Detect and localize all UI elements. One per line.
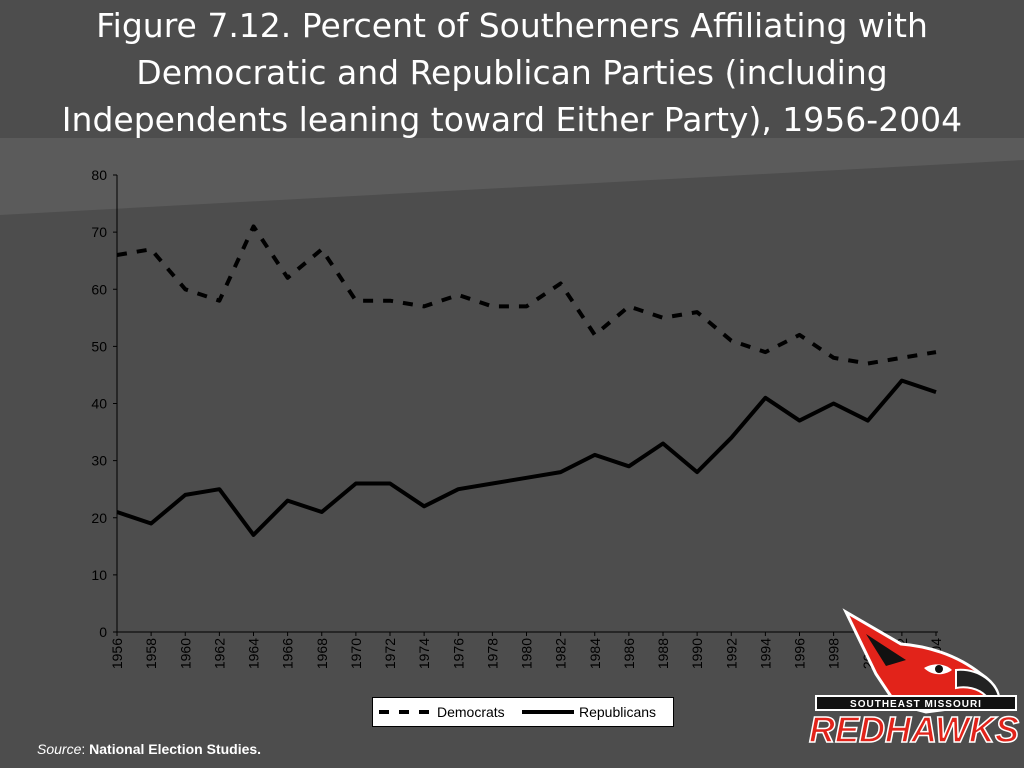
source-text: National Election Studies. [89, 741, 262, 757]
x-tick-label: 1960 [177, 638, 193, 669]
x-tick-label: 1978 [484, 638, 500, 669]
x-tick-label: 1972 [382, 638, 398, 669]
x-tick-label: 1956 [109, 638, 125, 669]
x-tick-label: 1958 [143, 638, 159, 669]
series-line-democrats [116, 224, 937, 366]
series-lines [116, 224, 937, 537]
source-label: Source [37, 741, 82, 757]
x-tick-label: 1966 [280, 638, 296, 669]
y-tick-label: 70 [91, 224, 107, 240]
source-note: Source: National Election Studies. [37, 741, 261, 757]
y-tick-label: 40 [91, 396, 107, 412]
page-title: Figure 7.12. Percent of Southerners Affi… [0, 2, 1024, 143]
chart-legend: Democrats Republicans [372, 697, 674, 727]
x-tick-label: 1990 [689, 638, 705, 669]
source-separator: : [81, 741, 90, 757]
logo-top-text: SOUTHEAST MISSOURI [850, 699, 982, 710]
y-tick-label: 20 [91, 510, 107, 526]
x-tick-label: 1970 [348, 638, 364, 669]
logo-main-text: REDHAWKS [809, 709, 1019, 750]
x-tick-label: 1992 [723, 638, 739, 669]
x-tick-label: 1998 [826, 638, 842, 669]
x-tick-label: 1968 [314, 638, 330, 669]
hawk-feather-shape [866, 634, 906, 666]
legend-republicans-label: Republicans [579, 704, 657, 720]
x-tick-label: 1982 [553, 638, 569, 669]
x-tick-label: 1994 [757, 638, 773, 669]
logo-banner [815, 695, 1017, 711]
x-tick-label: 1974 [416, 638, 432, 669]
title-line-3: Independents leaning toward Either Party… [61, 100, 963, 139]
x-tick-label: 1980 [519, 638, 535, 669]
y-tick-label: 30 [91, 453, 107, 469]
y-tick-label: 0 [99, 624, 107, 640]
y-axis-ticks: 0 10 20 30 40 50 60 70 80 [91, 167, 117, 640]
x-tick-label: 1964 [246, 638, 262, 669]
line-chart: 0 10 20 30 40 50 60 70 80 1956 1958 1960 1962 1964 19… [91, 167, 944, 669]
legend-democrats-label: Democrats [437, 704, 505, 720]
y-tick-label: 50 [91, 338, 107, 354]
y-tick-label: 80 [91, 167, 107, 183]
x-tick-label: 1986 [621, 638, 637, 669]
title-line-2: Democratic and Republican Parties (inclu… [136, 53, 888, 92]
redhawks-logo: SOUTHEAST MISSOURI REDHAWKS [808, 608, 1020, 751]
y-tick-label: 10 [91, 567, 107, 583]
x-tick-label: 1976 [450, 638, 466, 669]
y-tick-label: 60 [91, 281, 107, 297]
x-tick-label: 1962 [211, 638, 227, 669]
x-tick-label: 1996 [792, 638, 808, 669]
x-tick-label: 1988 [655, 638, 671, 669]
hawk-pupil [935, 665, 943, 673]
x-tick-label: 1984 [587, 638, 603, 669]
series-line-republicans [116, 378, 937, 537]
title-line-1: Figure 7.12. Percent of Southerners Affi… [96, 6, 928, 45]
